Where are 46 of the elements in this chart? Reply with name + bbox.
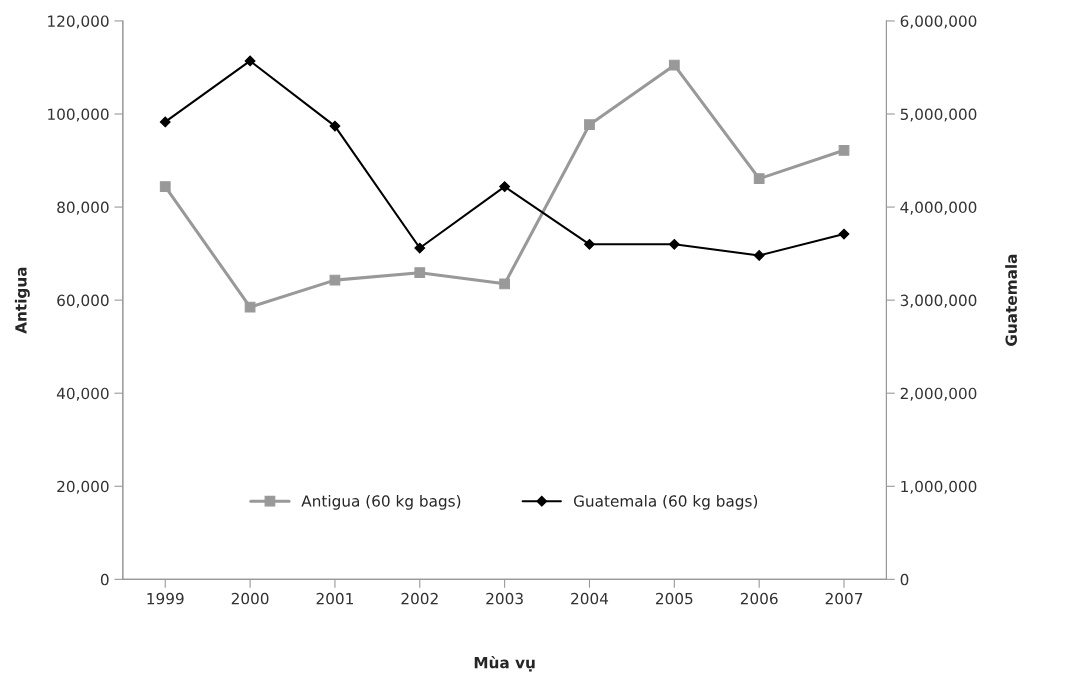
point [499, 181, 511, 193]
legend-label: Guatemala (60 kg bags) [573, 494, 758, 510]
y2-tick-label: 5,000,000 [900, 108, 977, 122]
point [244, 55, 256, 67]
legend-label: Antigua (60 kg bags) [301, 494, 461, 510]
x-tick-label: 2004 [571, 592, 609, 605]
x-tick-label: 2005 [656, 592, 693, 605]
y-tick-label: 80,000 [57, 201, 109, 215]
point [584, 238, 595, 250]
point [329, 274, 341, 286]
y-tick-label: 60,000 [57, 294, 109, 308]
y2-tick-label: 0 [900, 573, 909, 586]
y2-tick-label: 1,000,000 [901, 480, 977, 494]
point [499, 278, 511, 290]
x-tick-label: 2001 [316, 592, 353, 605]
y-tick-label: 40,000 [56, 387, 109, 401]
point [414, 267, 426, 279]
y2-tick-label: 2,000,000 [900, 387, 977, 401]
y-tick-label: 20,000 [57, 480, 109, 494]
point [584, 119, 595, 131]
point [244, 301, 256, 313]
y-axis-title: Antigua [14, 267, 30, 334]
x-tick-label: 2000 [231, 592, 269, 605]
y-tick-label: 120,000 [48, 15, 109, 29]
y-tick-label: 0 [100, 573, 109, 586]
point [159, 116, 171, 128]
point [753, 173, 765, 185]
point [753, 250, 765, 261]
point [668, 238, 680, 250]
y2-tick-label: 4,000,000 [900, 201, 977, 215]
y2-tick-label: 3,000,000 [900, 294, 977, 308]
point [159, 181, 171, 192]
point [414, 242, 426, 254]
y2-axis-title: Guatemala [1005, 254, 1017, 346]
point [838, 144, 850, 156]
y2-tick-label: 6,000,000 [900, 15, 977, 29]
x-tick-label: 2006 [740, 592, 778, 605]
x-tick-label: 2007 [825, 592, 863, 605]
point [329, 120, 341, 132]
point [668, 59, 680, 71]
y-tick-label: 100,000 [48, 108, 109, 122]
point [838, 228, 850, 240]
x-tick-label: 2003 [486, 592, 523, 605]
x-axis-title: Mùa vụ [474, 655, 535, 672]
x-tick-label: 2002 [401, 592, 438, 605]
x-tick-label: 1999 [147, 592, 184, 605]
